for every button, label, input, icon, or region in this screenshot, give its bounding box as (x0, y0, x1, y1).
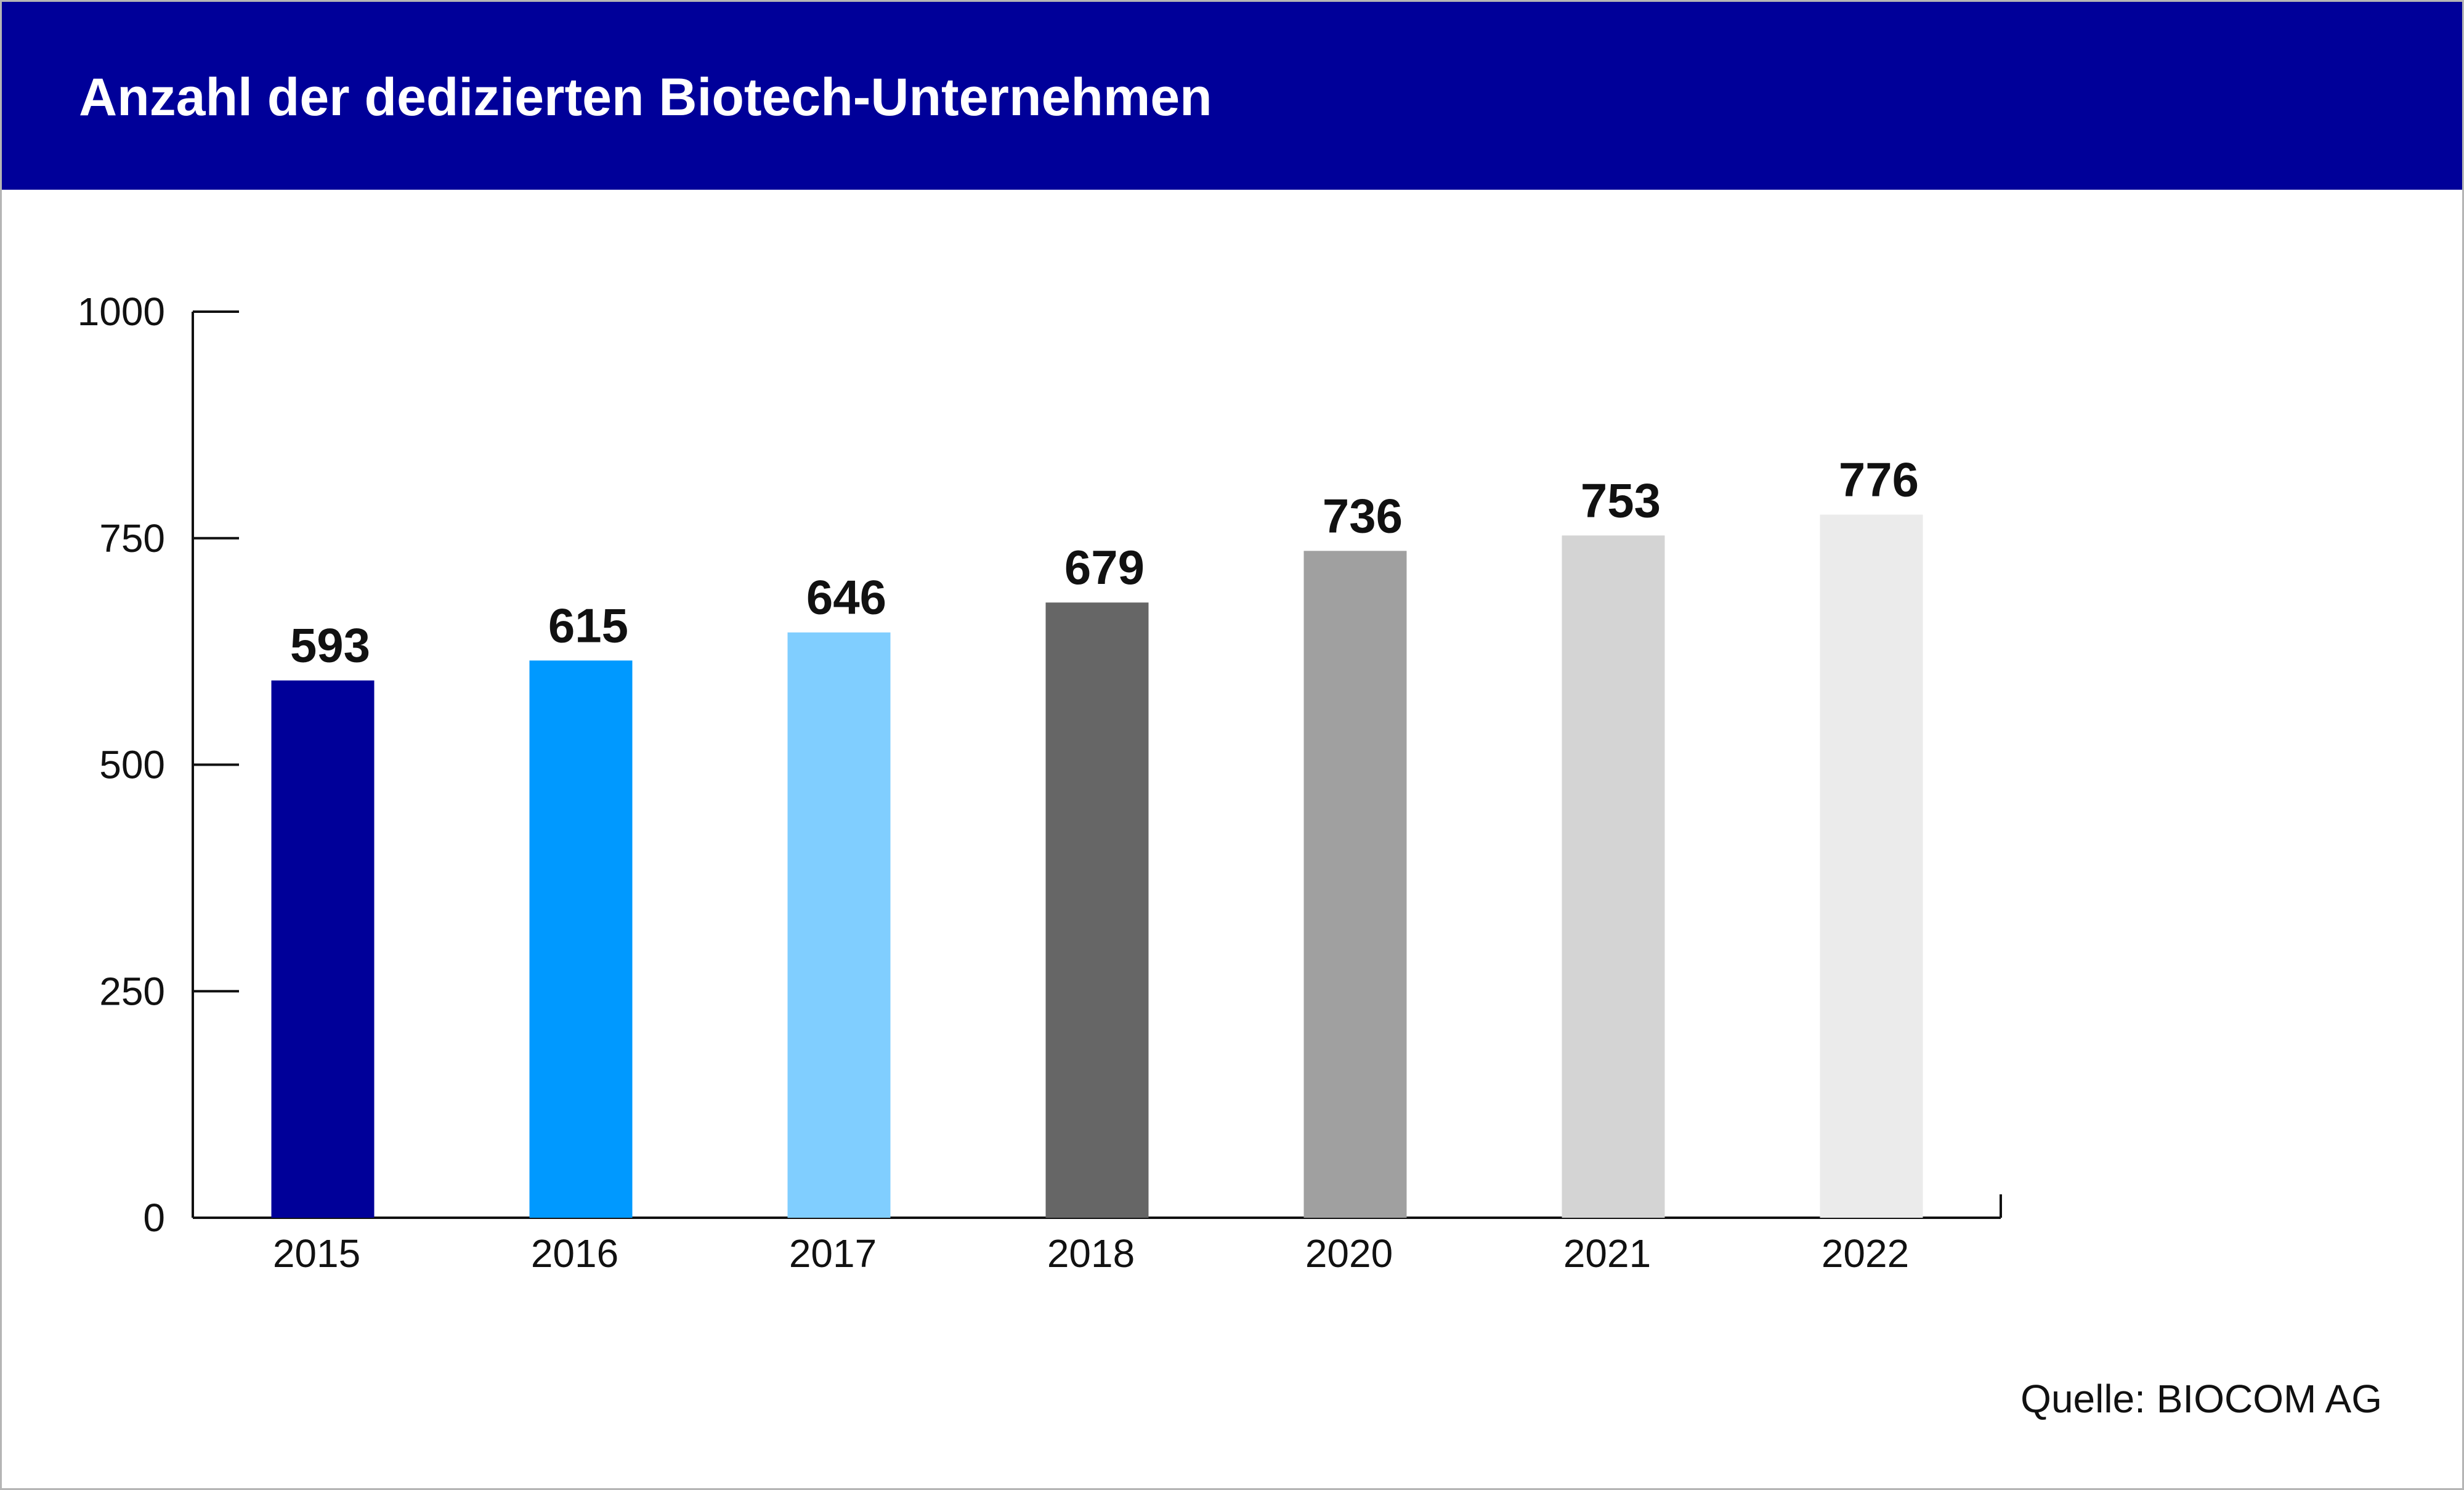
data-label: 615 (548, 598, 628, 652)
bar (1562, 535, 1665, 1218)
data-label: 593 (290, 618, 370, 673)
data-label: 646 (806, 570, 886, 625)
data-label: 776 (1839, 453, 1919, 507)
x-tick-label: 2018 (1047, 1231, 1135, 1276)
y-tick-label: 250 (99, 969, 165, 1013)
x-tick-label: 2017 (789, 1231, 877, 1276)
y-tick-label: 1000 (78, 289, 165, 334)
y-tick-label: 0 (143, 1196, 165, 1240)
bar (529, 660, 633, 1218)
x-tick-label: 2015 (273, 1231, 360, 1276)
bar (787, 632, 891, 1218)
bar (1045, 602, 1149, 1218)
chart-title: Anzahl der dedizierten Biotech-Unternehm… (79, 68, 1212, 127)
bar (271, 680, 375, 1218)
y-tick-label: 750 (99, 516, 165, 561)
data-label: 753 (1581, 473, 1661, 527)
data-label: 736 (1323, 488, 1403, 543)
x-tick-label: 2016 (531, 1231, 618, 1276)
source-note: Quelle: BIOCOM AG (2020, 1377, 2382, 1421)
bar (1820, 514, 1923, 1218)
x-tick-label: 2020 (1305, 1231, 1393, 1276)
title-banner: Anzahl der dedizierten Biotech-Unternehm… (2, 2, 2462, 190)
axes: 0 250 500 750 1000 (78, 289, 2002, 1240)
x-tick-label: 2022 (1822, 1231, 1909, 1276)
bar (1303, 551, 1407, 1218)
bars (271, 514, 1923, 1218)
labels: 593 2015 615 2016 646 2017 679 2018 736 2020 753 20… (273, 453, 1919, 1276)
y-tick-label: 500 (99, 743, 165, 787)
data-label: 679 (1064, 540, 1145, 594)
x-tick-label: 2021 (1563, 1231, 1651, 1276)
